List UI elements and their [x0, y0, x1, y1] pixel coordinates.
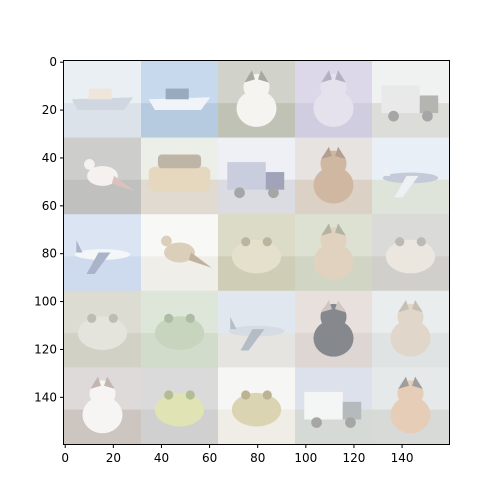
image-tile-dog — [295, 214, 373, 292]
y-tick: 0 — [49, 55, 64, 69]
image-tile-bird — [64, 137, 142, 215]
image-tile-frog — [372, 214, 450, 292]
x-tick: 60 — [202, 444, 217, 465]
image-tile-truck — [218, 137, 296, 215]
y-tick: 60 — [42, 199, 64, 213]
image-tile-dog — [372, 367, 450, 445]
y-tick: 140 — [34, 390, 64, 404]
y-tick: 80 — [42, 247, 64, 261]
x-tick: 0 — [61, 444, 69, 465]
image-tile-airplane — [372, 137, 450, 215]
y-tick: 120 — [34, 342, 64, 356]
y-tick-label: 0 — [49, 55, 57, 69]
image-tile-dog — [295, 137, 373, 215]
y-axis: 0 20 40 60 80 100 120 140 — [34, 55, 64, 404]
image-grid — [64, 61, 450, 445]
image-tile-cat — [372, 290, 450, 368]
image-tile-cat — [295, 61, 373, 139]
x-axis: 0 20 40 60 80 100 120 140 — [61, 444, 414, 465]
y-tick-label: 120 — [34, 342, 57, 356]
x-tick-label: 60 — [202, 451, 217, 465]
image-tile-frog — [141, 367, 219, 445]
x-tick-label: 40 — [154, 451, 169, 465]
image-tile-airplane — [64, 214, 142, 292]
y-tick-label: 100 — [34, 295, 57, 309]
image-tile-boat — [141, 61, 219, 139]
x-tick-label: 100 — [294, 451, 317, 465]
image-tile-bird — [141, 214, 219, 292]
y-tick-label: 60 — [42, 199, 57, 213]
x-tick-label: 140 — [391, 451, 414, 465]
y-tick: 40 — [42, 151, 64, 165]
image-tile-frog — [218, 367, 296, 445]
y-tick-label: 140 — [34, 390, 57, 404]
y-tick: 100 — [34, 295, 64, 309]
image-tile-cat — [295, 290, 373, 368]
x-tick: 20 — [106, 444, 121, 465]
axes-frame — [63, 60, 450, 445]
x-tick-label: 20 — [106, 451, 121, 465]
x-tick-label: 0 — [61, 451, 69, 465]
image-tile-airplane — [218, 290, 296, 368]
image-tile-ship — [64, 61, 142, 139]
y-tick-label: 40 — [42, 151, 57, 165]
x-tick-label: 120 — [343, 451, 366, 465]
image-tile-truck — [372, 61, 450, 139]
y-tick: 20 — [42, 103, 64, 117]
y-tick-label: 80 — [42, 247, 57, 261]
image-tile-car — [141, 137, 219, 215]
image-tile-frog — [64, 290, 142, 368]
x-tick-label: 80 — [250, 451, 265, 465]
image-tile-frog — [141, 290, 219, 368]
image-tile-dog — [64, 367, 142, 445]
image-tile-truck — [295, 367, 373, 445]
x-tick: 40 — [154, 444, 169, 465]
image-tile-dog — [218, 61, 296, 139]
x-tick: 140 — [391, 444, 414, 465]
x-tick: 120 — [343, 444, 366, 465]
x-tick: 80 — [250, 444, 265, 465]
image-tile-frog — [218, 214, 296, 292]
x-tick: 100 — [294, 444, 317, 465]
y-tick-label: 20 — [42, 103, 57, 117]
